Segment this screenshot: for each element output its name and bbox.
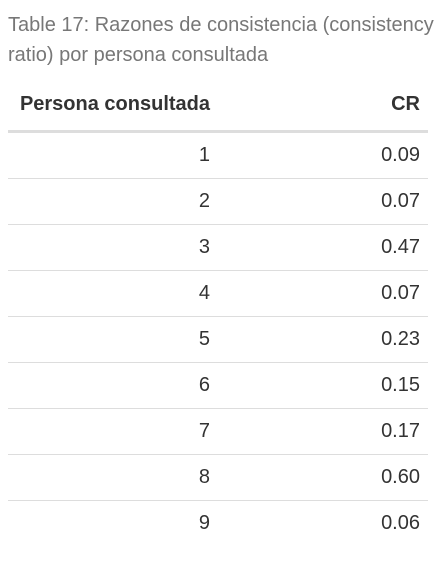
- cell-cr: 0.17: [218, 408, 428, 455]
- cell-persona: 2: [8, 178, 218, 225]
- header-row: Persona consultada CR: [8, 88, 428, 133]
- cell-persona: 6: [8, 362, 218, 409]
- table-row: 9 0.06: [8, 501, 428, 547]
- cell-cr: 0.09: [218, 131, 428, 179]
- table-row: 3 0.47: [8, 224, 428, 271]
- table-row: 7 0.17: [8, 408, 428, 455]
- header-persona-consultada: Persona consultada: [8, 88, 218, 133]
- cell-persona: 8: [8, 454, 218, 501]
- table-row: 5 0.23: [8, 316, 428, 363]
- header-cr: CR: [218, 88, 428, 133]
- cell-cr: 0.47: [218, 224, 428, 271]
- cell-cr: 0.60: [218, 454, 428, 501]
- cell-persona: 9: [198, 512, 210, 534]
- cell-persona: 5: [8, 316, 218, 363]
- cell-cr: 0.23: [218, 316, 428, 363]
- consistency-ratio-table: Persona consultada CR 1 0.09 2 0.07 3 0.…: [8, 88, 428, 546]
- table-row: 2 0.07: [8, 178, 428, 225]
- cell-persona: 4: [8, 270, 218, 317]
- cell-persona: 3: [8, 224, 218, 271]
- table-header: Persona consultada CR: [8, 88, 428, 133]
- table-row: 8 0.60: [8, 454, 428, 501]
- table-row: 6 0.15: [8, 362, 428, 409]
- table-caption: Table 17: Razones de consistencia (consi…: [8, 14, 434, 66]
- cell-persona: 7: [8, 408, 218, 455]
- cell-cr: 0.07: [218, 270, 428, 317]
- cell-cr: 0.06: [381, 512, 420, 534]
- table-row: 1 0.09: [8, 131, 428, 179]
- cell-persona: 1: [8, 131, 218, 179]
- table-body: 1 0.09 2 0.07 3 0.47 4 0.07 5 0.23 6 0.1…: [8, 131, 428, 547]
- cell-cr: 0.15: [218, 362, 428, 409]
- cell-cr: 0.07: [218, 178, 428, 225]
- table-row: 4 0.07: [8, 270, 428, 317]
